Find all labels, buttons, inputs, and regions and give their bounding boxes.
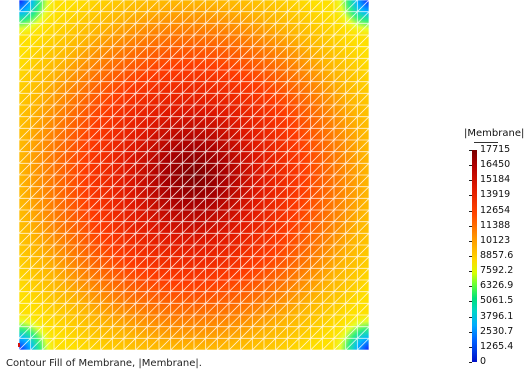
legend-label: 17715: [480, 144, 511, 155]
legend-label: 6326.9: [480, 280, 514, 292]
legend-tick: [469, 316, 472, 318]
legend-label: 3796.1: [480, 310, 514, 322]
red-axis-marker: [18, 343, 20, 347]
legend-label: 0: [480, 356, 487, 367]
legend-tick: [469, 286, 472, 288]
legend-underline: [474, 142, 498, 143]
legend-label: 1265.4: [480, 340, 514, 352]
legend-label: 10123: [480, 234, 511, 246]
legend-title: |Membrane|: [464, 128, 524, 139]
legend-tick: [469, 240, 472, 242]
legend-tick: [469, 301, 472, 303]
legend-label: 8857.6: [480, 250, 514, 261]
legend-tick: [469, 271, 472, 273]
legend-tick: [469, 331, 472, 333]
corner-low-stress: [19, 0, 59, 40]
legend-tick: [469, 165, 472, 167]
legend-label: 11388: [480, 219, 511, 231]
contour-svg: [19, 0, 369, 350]
legend-label: 7592.2: [480, 265, 514, 277]
legend-tick: [469, 362, 472, 363]
legend-label: 2530.7: [480, 325, 514, 337]
legend-label: 13919: [480, 189, 511, 201]
legend-color-bar: [472, 150, 477, 362]
legend-label: 5061.5: [480, 295, 514, 307]
legend-tick: [469, 195, 472, 197]
legend-tick: [469, 150, 472, 151]
legend-label: 16450: [480, 159, 511, 171]
legend-tick: [469, 256, 472, 257]
legend-label: 12654: [480, 204, 511, 216]
mesh-lines: [19, 0, 369, 350]
membrane-contour-plot[interactable]: [19, 0, 369, 350]
legend-tick: [469, 225, 472, 227]
color-legend: |Membrane| 17715 16450 15184 13919 12654 1138…: [462, 128, 524, 367]
legend-tick: [469, 346, 472, 348]
plot-caption: Contour Fill of Membrane, |Membrane|.: [6, 358, 202, 369]
legend-label: 15184: [480, 174, 511, 186]
legend-tick: [469, 210, 472, 212]
legend-tick: [469, 180, 472, 182]
corner-low-stress: [329, 310, 369, 350]
